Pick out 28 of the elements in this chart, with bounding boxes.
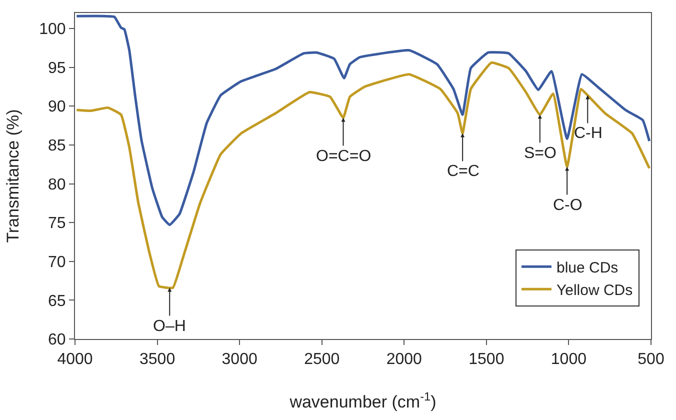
annotation: O=C=O: [316, 148, 372, 165]
y-tick-label: 85: [48, 138, 66, 155]
legend-label: Yellow CDs: [556, 282, 633, 299]
annotation: O–H: [153, 318, 186, 335]
y-tick-label: 65: [48, 292, 66, 310]
x-tick-label: 1000: [550, 351, 587, 368]
annotation: C-O: [553, 197, 582, 214]
annotation: C=C: [447, 163, 480, 180]
legend-label: blue CDs: [556, 260, 618, 276]
annotation: C-H: [574, 125, 602, 142]
y-tick-label: 90: [48, 98, 66, 116]
y-tick-label: 60: [48, 332, 66, 349]
y-axis-title: Transmitance (%): [4, 109, 23, 243]
x-tick-label: 1500: [468, 351, 504, 368]
x-tick-label: 3000: [222, 351, 258, 368]
x-tick-label: 3500: [139, 351, 176, 368]
y-tick-label: 100: [39, 21, 66, 38]
x-tick-label: 2500: [304, 351, 340, 368]
x-tick-label: 2000: [386, 351, 422, 368]
x-tick-label: 4000: [57, 351, 93, 368]
annotation: S=O: [524, 145, 556, 162]
x-axis-title: wavenumber (cm$^{-1}$): [288, 389, 436, 412]
y-tick-label: 80: [48, 176, 66, 194]
y-tick-label: 75: [48, 215, 66, 232]
x-tick-label: 500: [638, 351, 664, 368]
y-tick-label: 95: [48, 60, 66, 77]
line-series: [75, 14, 651, 226]
y-tick-label: 70: [48, 254, 66, 271]
